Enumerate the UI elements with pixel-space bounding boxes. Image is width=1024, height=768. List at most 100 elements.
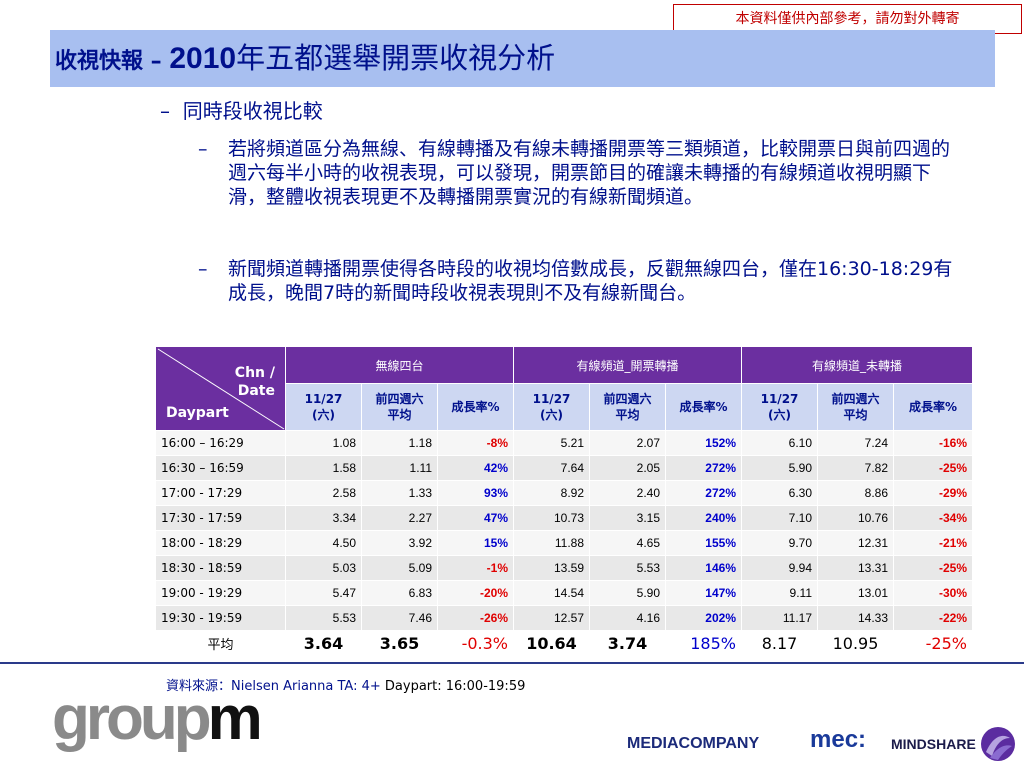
mindshare-swirl-icon bbox=[981, 727, 1015, 761]
subheader-cell: 11/27 (六) bbox=[741, 383, 818, 431]
rating-cell: 11.88 bbox=[513, 530, 590, 556]
growth-cell: -1% bbox=[437, 555, 514, 581]
rating-cell: 3.92 bbox=[361, 530, 438, 556]
growth-cell: -21% bbox=[893, 530, 973, 556]
growth-cell: 152% bbox=[665, 430, 742, 456]
growth-cell: 240% bbox=[665, 505, 742, 531]
rating-cell: 14.54 bbox=[513, 580, 590, 606]
subheader-cell: 前四週六 平均 bbox=[361, 383, 438, 431]
source-daypart: Daypart: 16:00-19:59 bbox=[380, 679, 526, 694]
ratings-table: Chn / Date Daypart 無線四台 有線頻道_開票轉播 有線頻道_未… bbox=[155, 346, 973, 656]
average-rating-cell: 10.95 bbox=[817, 630, 894, 656]
table-row: 18:30 - 18:59 5.03 5.09 -1% 13.59 5.53 146% 9.9… bbox=[155, 555, 973, 581]
growth-cell: 272% bbox=[665, 455, 742, 481]
daypart-cell: 17:00 - 17:29 bbox=[155, 480, 286, 506]
subheader-cell: 前四週六 平均 bbox=[817, 383, 894, 431]
rating-cell: 4.16 bbox=[589, 605, 666, 631]
growth-cell: 155% bbox=[665, 530, 742, 556]
rating-cell: 9.94 bbox=[741, 555, 818, 581]
growth-cell: 93% bbox=[437, 480, 514, 506]
rating-cell: 11.17 bbox=[741, 605, 818, 631]
subheader-cell: 成長率% bbox=[665, 383, 742, 431]
growth-cell: -34% bbox=[893, 505, 973, 531]
groupm-logo: groupm bbox=[52, 688, 263, 750]
average-rating-cell: 3.64 bbox=[285, 630, 362, 656]
title-text: 年五都選舉開票收視分析 bbox=[236, 41, 556, 75]
growth-cell: -26% bbox=[437, 605, 514, 631]
rating-cell: 14.33 bbox=[817, 605, 894, 631]
rating-cell: 5.90 bbox=[741, 455, 818, 481]
rating-cell: 3.15 bbox=[589, 505, 666, 531]
rating-cell: 6.30 bbox=[741, 480, 818, 506]
rating-cell: 8.92 bbox=[513, 480, 590, 506]
corner-chn-label: Chn / bbox=[234, 365, 275, 381]
footer-divider bbox=[0, 662, 1024, 664]
rating-cell: 6.10 bbox=[741, 430, 818, 456]
rating-cell: 13.59 bbox=[513, 555, 590, 581]
growth-cell: -20% bbox=[437, 580, 514, 606]
table-row: 19:00 - 19:29 5.47 6.83 -20% 14.54 5.90 147% 9.… bbox=[155, 580, 973, 606]
table-corner-header: Chn / Date Daypart bbox=[155, 346, 286, 431]
rating-cell: 1.08 bbox=[285, 430, 362, 456]
rating-cell: 7.24 bbox=[817, 430, 894, 456]
subheader-cell: 11/27 (六) bbox=[285, 383, 362, 431]
rating-cell: 1.11 bbox=[361, 455, 438, 481]
bullet-item: – 新聞頻道轉播開票使得各時段的收視均倍數成長，反觀無線四台，僅在16:30-1… bbox=[198, 257, 953, 305]
daypart-cell: 19:30 - 19:59 bbox=[155, 605, 286, 631]
rating-cell: 5.03 bbox=[285, 555, 362, 581]
growth-cell: -29% bbox=[893, 480, 973, 506]
growth-cell: 147% bbox=[665, 580, 742, 606]
rating-cell: 3.34 bbox=[285, 505, 362, 531]
groupm-logo-part2: m bbox=[207, 684, 263, 753]
daypart-cell: 16:30 – 16:59 bbox=[155, 455, 286, 481]
rating-cell: 6.83 bbox=[361, 580, 438, 606]
title-bar bbox=[50, 30, 995, 87]
rating-cell: 4.50 bbox=[285, 530, 362, 556]
rating-cell: 2.58 bbox=[285, 480, 362, 506]
rating-cell: 7.46 bbox=[361, 605, 438, 631]
title-prefix: 收視快報 – bbox=[55, 49, 170, 74]
bullet-item: – 若將頻道區分為無線、有線轉播及有線未轉播開票等三類頻道，比較開票日與前四週的… bbox=[198, 137, 953, 209]
bullet-text: 若將頻道區分為無線、有線轉播及有線未轉播開票等三類頻道，比較開票日與前四週的週六… bbox=[228, 138, 951, 208]
average-growth-cell: -0.3% bbox=[437, 630, 514, 656]
rating-cell: 1.33 bbox=[361, 480, 438, 506]
groupm-logo-part1: group bbox=[52, 684, 212, 753]
average-rating-cell: 3.74 bbox=[589, 630, 666, 656]
growth-cell: -25% bbox=[893, 455, 973, 481]
table-row: 19:30 - 19:59 5.53 7.46 -26% 12.57 4.16 202% 11… bbox=[155, 605, 973, 631]
mediacom-logo: MEDIACOMPANY bbox=[627, 735, 760, 752]
rating-cell: 1.58 bbox=[285, 455, 362, 481]
table-body: 16:00 – 16:29 1.08 1.18 -8% 5.21 2.07 152% 6.10… bbox=[155, 430, 973, 656]
source-label: 資料來源：Nielsen Arianna TA: 4+ bbox=[166, 679, 381, 694]
subheader-cell: 成長率% bbox=[893, 383, 973, 431]
bullet-text: 新聞頻道轉播開票使得各時段的收視均倍數成長，反觀無線四台，僅在16:30-18:… bbox=[228, 258, 953, 304]
rating-cell: 9.70 bbox=[741, 530, 818, 556]
rating-cell: 13.01 bbox=[817, 580, 894, 606]
rating-cell: 2.07 bbox=[589, 430, 666, 456]
table-row: 18:00 - 18:29 4.50 3.92 15% 11.88 4.65 155% 9.7… bbox=[155, 530, 973, 556]
corner-date-label: Date bbox=[237, 383, 275, 399]
rating-cell: 5.53 bbox=[285, 605, 362, 631]
rating-cell: 5.21 bbox=[513, 430, 590, 456]
average-rating-cell: 10.64 bbox=[513, 630, 590, 656]
growth-cell: -25% bbox=[893, 555, 973, 581]
average-rating-cell: 3.65 bbox=[361, 630, 438, 656]
mindshare-logo: MINDSHARE bbox=[891, 736, 976, 752]
growth-cell: 47% bbox=[437, 505, 514, 531]
rating-cell: 4.65 bbox=[589, 530, 666, 556]
group-header: 無線四台 bbox=[285, 346, 514, 384]
rating-cell: 10.73 bbox=[513, 505, 590, 531]
corner-diagonal-line bbox=[157, 348, 285, 430]
rating-cell: 1.18 bbox=[361, 430, 438, 456]
bullet-level1-text: 同時段收視比較 bbox=[182, 99, 323, 123]
bullet-dash: – bbox=[198, 138, 208, 160]
average-row: 平均 3.64 3.65 -0.3% 10.64 3.74 185% 8.17 10.95 -25… bbox=[155, 630, 973, 656]
rating-cell: 12.31 bbox=[817, 530, 894, 556]
daypart-cell: 18:30 - 18:59 bbox=[155, 555, 286, 581]
source-note: 資料來源：Nielsen Arianna TA: 4+ Daypart: 16:… bbox=[166, 675, 525, 694]
growth-cell: 146% bbox=[665, 555, 742, 581]
group-header: 有線頻道_開票轉播 bbox=[513, 346, 742, 384]
growth-cell: -22% bbox=[893, 605, 973, 631]
subheader-cell: 前四週六 平均 bbox=[589, 383, 666, 431]
title-year: 2010 bbox=[169, 42, 237, 75]
